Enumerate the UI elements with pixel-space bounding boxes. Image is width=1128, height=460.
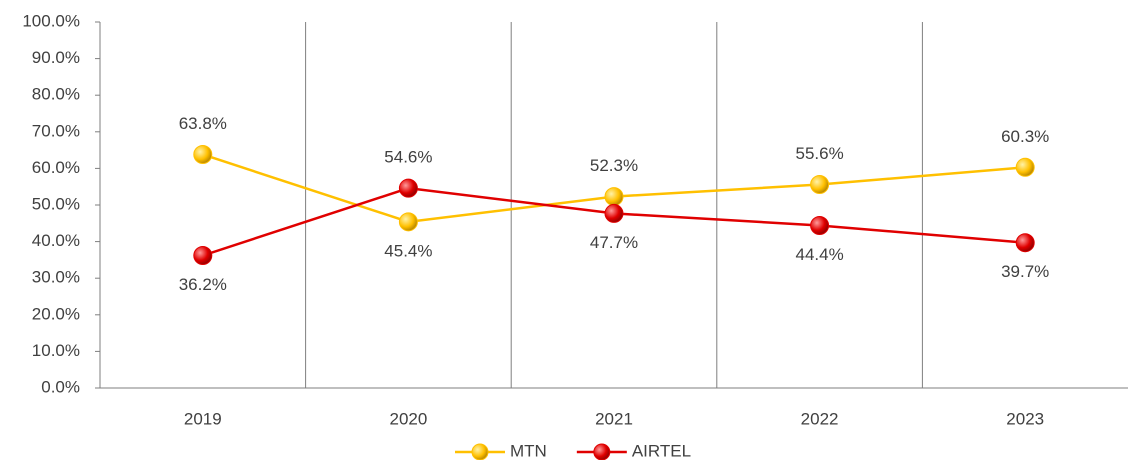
y-tick-label: 10.0% [32,341,80,360]
marker [398,212,418,232]
x-tick-label: 2021 [595,409,633,428]
marker [604,187,624,207]
y-tick-label: 90.0% [32,48,80,67]
y-tick-label: 60.0% [32,158,80,177]
data-label: 44.4% [795,245,843,264]
y-tick-label: 80.0% [32,85,80,104]
y-tick-label: 100.0% [22,11,80,30]
data-label: 55.6% [795,144,843,163]
y-tick-label: 0.0% [41,377,80,396]
marker [604,203,624,223]
data-label: 63.8% [179,114,227,133]
marker [398,178,418,198]
data-label: 39.7% [1001,262,1049,281]
y-tick-label: 30.0% [32,268,80,287]
data-label: 60.3% [1001,127,1049,146]
y-tick-label: 50.0% [32,194,80,213]
y-tick-label: 20.0% [32,304,80,323]
x-tick-label: 2019 [184,409,222,428]
marker [1015,233,1035,253]
x-tick-label: 2022 [801,409,839,428]
data-label: 54.6% [384,148,432,167]
marker [1015,157,1035,177]
marker [810,175,830,195]
marker [193,246,213,266]
legend-marker [593,443,611,460]
legend-label: MTN [510,441,547,460]
y-tick-label: 40.0% [32,231,80,250]
legend-label: AIRTEL [632,441,691,460]
data-label: 45.4% [384,241,432,260]
data-label: 52.3% [590,156,638,175]
legend-marker [471,443,489,460]
marker [193,144,213,164]
marker [810,215,830,235]
x-tick-label: 2020 [389,409,427,428]
data-label: 36.2% [179,275,227,294]
y-tick-label: 70.0% [32,121,80,140]
x-tick-label: 2023 [1006,409,1044,428]
data-label: 47.7% [590,233,638,252]
